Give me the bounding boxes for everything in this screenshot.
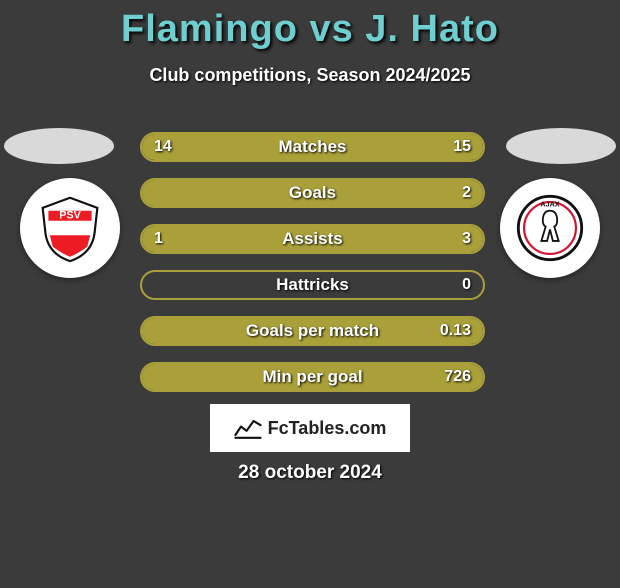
- stat-value-right: 0.13: [428, 318, 483, 344]
- psv-logo-icon: PSV: [34, 192, 106, 264]
- page-title: Flamingo vs J. Hato: [0, 8, 620, 51]
- stat-value-right: 0: [450, 272, 483, 298]
- subtitle: Club competitions, Season 2024/2025: [0, 65, 620, 86]
- date-stamp: 28 october 2024: [0, 462, 620, 484]
- branding-text: FcTables.com: [268, 418, 387, 439]
- stat-value-right: 15: [441, 134, 483, 160]
- team-badge-right: AJAX: [500, 178, 600, 278]
- team-badge-left: PSV: [20, 178, 120, 278]
- stat-value-left: 1: [142, 226, 175, 252]
- shadow-blob-right: [506, 128, 616, 164]
- stat-row: Assists1 3: [140, 224, 485, 254]
- stat-value-right: 726: [432, 364, 483, 390]
- stats-bar-area: Matches14 15 Goals2 Assists1 3 Hattricks0 Goal…: [140, 132, 485, 408]
- stat-label: Matches: [142, 134, 483, 160]
- stat-row: Matches14 15: [140, 132, 485, 162]
- svg-text:PSV: PSV: [59, 210, 81, 222]
- branding-badge: FcTables.com: [210, 404, 410, 452]
- stat-row: Goals2: [140, 178, 485, 208]
- fctables-logo-icon: [234, 416, 262, 440]
- stat-row: Min per goal726: [140, 362, 485, 392]
- stat-row: Hattricks0: [140, 270, 485, 300]
- stat-row: Goals per match0.13: [140, 316, 485, 346]
- svg-text:AJAX: AJAX: [540, 199, 559, 208]
- stat-label: Assists: [142, 226, 483, 252]
- ajax-logo-icon: AJAX: [514, 192, 586, 264]
- stat-label: Hattricks: [142, 272, 483, 298]
- stat-value-right: 2: [450, 180, 483, 206]
- stat-value-right: 3: [450, 226, 483, 252]
- stat-label: Goals: [142, 180, 483, 206]
- shadow-blob-left: [4, 128, 114, 164]
- stat-value-left: 14: [142, 134, 184, 160]
